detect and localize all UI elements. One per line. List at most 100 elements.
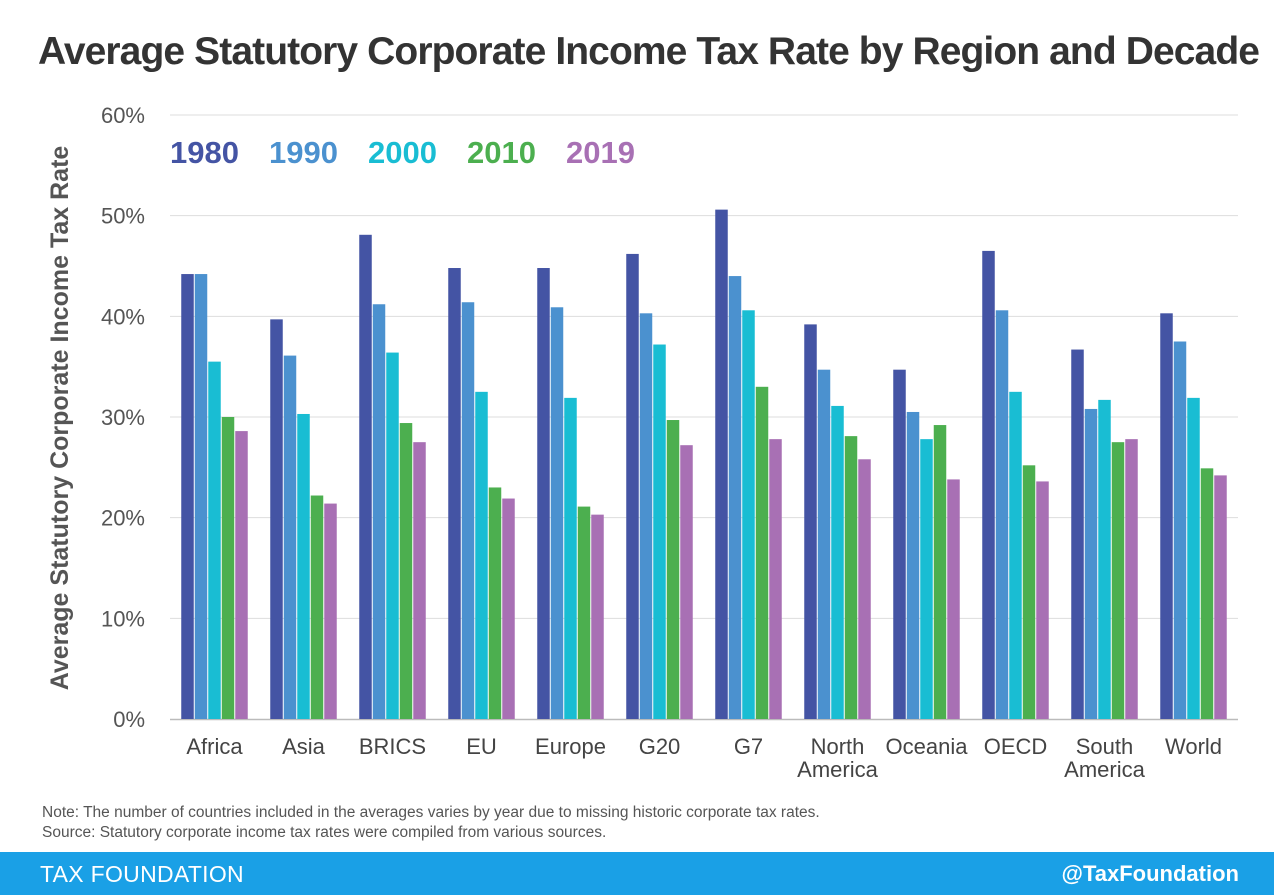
x-tick-label: OECD (984, 734, 1048, 759)
bar-asia-1980 (270, 319, 283, 719)
bar-brics-2000 (386, 352, 399, 719)
legend-item-1980: 1980 (170, 135, 239, 170)
bar-south-america-1990 (1084, 408, 1098, 719)
bar-oceania-2000 (920, 439, 933, 719)
bar-europe-1980 (537, 268, 550, 719)
gridlines (170, 114, 1238, 721)
x-tick-label: Oceania (886, 734, 969, 759)
bar-brics-1980 (359, 234, 372, 719)
bar-europe-2000 (564, 397, 577, 719)
x-tick-label: World (1165, 734, 1222, 759)
bar-south-america-1980 (1071, 349, 1084, 719)
x-tick-label: EU (466, 734, 497, 759)
x-tick-label: America (1064, 757, 1145, 782)
x-tick-label: G7 (734, 734, 763, 759)
bar-eu-2000 (475, 391, 488, 719)
bar-world-2019 (1214, 475, 1227, 719)
bar-oecd-2010 (1022, 465, 1036, 719)
bar-g20-1990 (639, 313, 653, 719)
bar-eu-1980 (448, 268, 461, 719)
bar-g20-1980 (626, 253, 639, 720)
y-tick-label: 20% (101, 506, 145, 531)
x-tick-label: South (1076, 734, 1134, 759)
bar-africa-1990 (194, 274, 208, 719)
y-tick-label: 40% (101, 304, 145, 329)
x-tick-label: America (797, 757, 878, 782)
bar-g7-2019 (769, 439, 782, 719)
source-text: Source: Statutory corporate income tax r… (42, 824, 607, 841)
x-tick-label: Europe (535, 734, 606, 759)
bar-north-america-1990 (817, 369, 831, 719)
bars (181, 209, 1227, 720)
bar-world-2010 (1200, 468, 1214, 719)
bar-oceania-1990 (906, 411, 920, 719)
bar-g7-1990 (728, 276, 742, 719)
bar-world-2000 (1187, 397, 1200, 719)
bar-asia-1990 (283, 355, 297, 719)
bar-g7-2000 (742, 310, 755, 719)
bar-g7-2010 (755, 386, 769, 719)
y-tick-label: 50% (101, 204, 145, 229)
bar-eu-2010 (488, 487, 502, 719)
bar-world-1990 (1173, 341, 1187, 719)
bar-europe-2019 (591, 514, 604, 719)
bar-brics-2019 (413, 442, 426, 719)
bar-north-america-2019 (858, 459, 871, 719)
bar-g20-2019 (680, 445, 693, 719)
y-tick-label: 30% (101, 405, 145, 430)
bar-oceania-2019 (947, 479, 960, 719)
bar-africa-2019 (235, 431, 248, 719)
y-tick-label: 10% (101, 606, 145, 631)
bar-g20-2000 (653, 344, 666, 719)
bar-asia-2019 (324, 503, 337, 719)
x-tick-label: Africa (186, 734, 243, 759)
legend-item-2000: 2000 (368, 135, 437, 170)
bar-oecd-2019 (1036, 481, 1049, 719)
note-text: Note: The number of countries included i… (42, 804, 820, 821)
bar-world-1980 (1160, 313, 1173, 719)
y-tick-label: 60% (101, 103, 145, 128)
bar-chart: 0% 10% 20% 30% 40% 50% 60% Africa Asia BRICS EU Eu… (46, 103, 1238, 782)
bar-brics-2010 (399, 423, 413, 719)
bar-south-america-2019 (1125, 439, 1138, 719)
bar-south-america-2000 (1098, 399, 1111, 719)
bar-brics-1990 (372, 304, 386, 719)
bar-oecd-2000 (1009, 391, 1022, 719)
bar-europe-1990 (550, 307, 564, 719)
notes: Note: The number of countries included i… (42, 803, 820, 843)
bar-asia-2010 (310, 495, 324, 719)
legend-item-2010: 2010 (467, 135, 536, 170)
x-tick-label: North (811, 734, 865, 759)
footer-bar: TAX FOUNDATION @TaxFoundation (0, 852, 1274, 895)
x-tick-label: Asia (282, 734, 326, 759)
bar-g20-2010 (666, 420, 680, 719)
footer-handle[interactable]: @TaxFoundation (1061, 861, 1239, 886)
bar-north-america-2000 (831, 405, 844, 719)
bar-africa-2000 (208, 361, 221, 719)
x-tick-label: G20 (639, 734, 681, 759)
bar-g7-1980 (715, 209, 728, 720)
bar-africa-2010 (221, 417, 235, 719)
bar-asia-2000 (297, 413, 310, 719)
bar-oecd-1990 (995, 310, 1009, 719)
bar-eu-1990 (461, 302, 475, 719)
legend-item-2019: 2019 (566, 135, 635, 170)
bar-europe-2010 (577, 506, 591, 719)
footer-brand: TAX FOUNDATION (40, 861, 244, 887)
bar-oceania-1980 (893, 369, 906, 719)
bar-oceania-2010 (933, 425, 947, 719)
bar-eu-2019 (502, 498, 515, 719)
x-tick-label: BRICS (359, 734, 426, 759)
bar-oecd-1980 (982, 250, 995, 719)
chart-title: Average Statutory Corporate Income Tax R… (38, 30, 1260, 73)
y-tick-label: 0% (113, 707, 145, 732)
bar-north-america-2010 (844, 436, 858, 719)
y-axis-ticks: 0% 10% 20% 30% 40% 50% 60% (101, 103, 145, 732)
legend-item-1990: 1990 (269, 135, 338, 170)
bar-africa-1980 (181, 274, 194, 719)
legend: 1980 1990 2000 2010 2019 (170, 135, 635, 170)
bar-south-america-2010 (1111, 442, 1125, 719)
x-axis-labels: Africa Asia BRICS EU Europe G20 G7 NorthAmerica… (186, 734, 1222, 782)
y-axis-label: Average Statutory Corporate Income Tax R… (46, 146, 74, 691)
bar-north-america-1980 (804, 324, 817, 719)
